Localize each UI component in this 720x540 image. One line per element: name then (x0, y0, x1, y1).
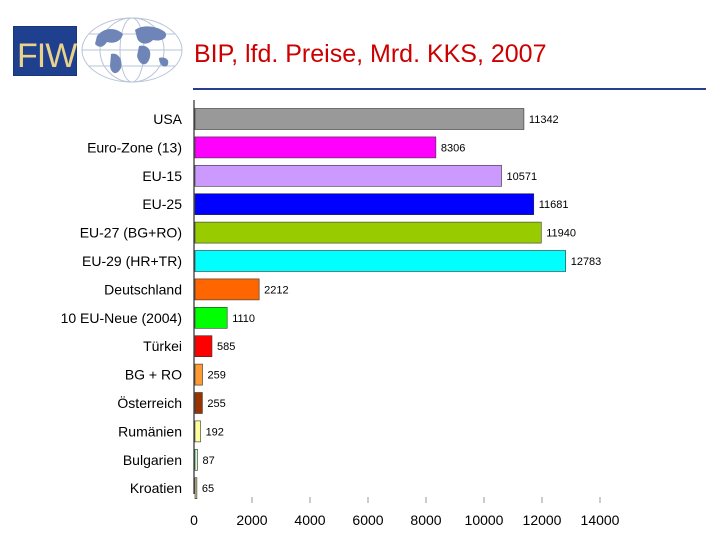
bar (194, 221, 542, 244)
data-label: 585 (217, 341, 235, 353)
bar (194, 193, 535, 215)
x-tick-label: 6000 (352, 512, 383, 528)
data-label: 11681 (539, 199, 569, 211)
category-label: Türkei (143, 338, 182, 354)
category-label: EU-25 (142, 196, 182, 212)
data-label: 1110 (232, 313, 255, 325)
data-label: 10571 (507, 171, 538, 183)
data-label: 2212 (264, 284, 288, 296)
data-label: 259 (208, 370, 226, 382)
bar (194, 448, 198, 471)
bar (194, 307, 228, 329)
x-tick-label: 0 (190, 512, 198, 528)
title-underline (193, 88, 706, 90)
x-tick-label: 4000 (294, 512, 325, 528)
category-label: Bulgarien (123, 452, 182, 468)
x-tick-label: 10000 (465, 512, 504, 528)
data-label: 192 (206, 426, 224, 438)
bar (194, 477, 198, 500)
fiw-logo-box: FIW (13, 26, 77, 76)
category-label: EU-27 (BG+RO) (80, 225, 182, 241)
category-label: Rumänien (118, 423, 182, 439)
data-label: 87 (203, 455, 215, 467)
bar (194, 165, 502, 187)
bar (194, 250, 567, 272)
x-tick-label: 8000 (410, 512, 441, 528)
bar (194, 136, 437, 159)
bar-chart: 0 2000 4000 6000 8000 10000 12000 14000 USA 11342… (61, 100, 620, 528)
bar (194, 335, 213, 357)
category-label: BG + RO (125, 367, 182, 383)
data-label: 255 (207, 398, 225, 410)
category-label: EU-29 (HR+TR) (82, 253, 182, 269)
globe-icon (81, 17, 183, 83)
bar (194, 108, 525, 130)
x-tick-label: 2000 (236, 512, 267, 528)
bar (194, 278, 260, 301)
category-label: Kroatien (130, 480, 182, 496)
category-label: Deutschland (104, 281, 182, 297)
category-label: Euro-Zone (13) (87, 139, 182, 155)
x-tick-label: 14000 (581, 512, 620, 528)
x-tick-label: 12000 (523, 512, 562, 528)
bar (194, 420, 201, 443)
category-label: USA (153, 111, 182, 127)
data-label: 12783 (571, 256, 602, 268)
data-label: 11940 (546, 228, 576, 240)
data-label: 8306 (441, 142, 465, 154)
category-label: Österreich (117, 394, 182, 411)
fiw-logo: FIW (13, 17, 183, 83)
data-label: 11342 (529, 114, 559, 126)
fiw-logo-text: FIW (17, 37, 77, 75)
category-label: 10 EU-Neue (2004) (61, 310, 182, 326)
bar (194, 392, 203, 414)
data-label: 65 (202, 483, 214, 495)
page-title: BIP, lfd. Preise, Mrd. KKS, 2007 (194, 40, 547, 68)
category-label: EU-15 (142, 168, 182, 184)
bar (194, 363, 203, 386)
